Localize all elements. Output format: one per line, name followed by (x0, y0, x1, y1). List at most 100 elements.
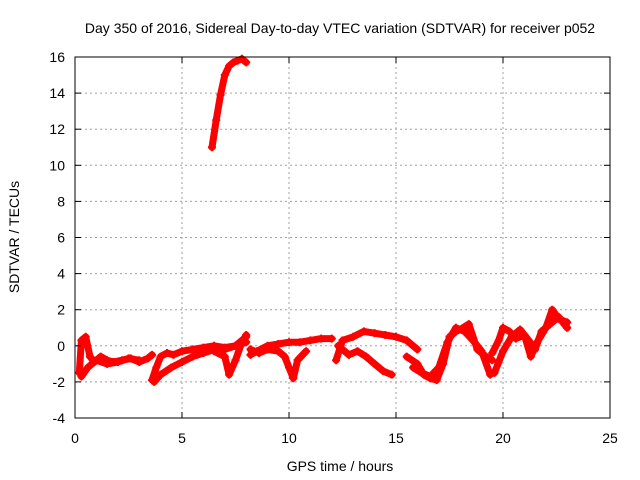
data-point (289, 374, 298, 383)
data-point (464, 320, 473, 329)
data-point (362, 352, 371, 361)
data-point (113, 358, 122, 367)
series-high-arc (208, 55, 250, 151)
data-point (370, 359, 379, 368)
data-point (413, 345, 422, 354)
data-point (263, 345, 272, 354)
data-point (499, 323, 507, 332)
data-point (199, 349, 208, 358)
data-series (75, 54, 572, 386)
data-point (477, 347, 486, 356)
data-point (548, 305, 557, 314)
grid (75, 57, 610, 418)
data-point (387, 370, 396, 379)
x-tick-label: 15 (388, 430, 404, 446)
data-point (188, 352, 197, 361)
y-tick-label: 2 (57, 302, 65, 318)
data-point (103, 359, 112, 368)
data-point (402, 352, 411, 361)
data-point (490, 368, 499, 377)
y-axis-title: SDTVAR / TECUs (6, 181, 22, 293)
axis-ticks: 0 5 10 15 20 25 -4 -2 0 2 4 6 8 10 12 14 16 (49, 49, 618, 446)
data-point (274, 347, 283, 356)
data-point (242, 58, 251, 67)
series-main-band-4 (150, 338, 250, 386)
x-tick-label: 10 (281, 430, 297, 446)
data-point (77, 336, 86, 345)
data-point (156, 352, 165, 361)
data-point (237, 54, 246, 63)
data-point (349, 332, 358, 341)
data-point (293, 356, 302, 365)
data-point (469, 336, 478, 345)
data-point (81, 332, 90, 341)
data-point (381, 330, 390, 339)
x-tick-label: 0 (71, 430, 79, 446)
data-point (332, 356, 341, 365)
series-main-band-12 (490, 313, 571, 377)
data-point (334, 341, 343, 350)
data-point (417, 368, 426, 377)
data-point (285, 363, 293, 372)
data-point (432, 376, 441, 385)
y-tick-label: 14 (49, 85, 65, 101)
data-point (563, 323, 572, 332)
data-point (229, 58, 238, 67)
data-point (92, 356, 101, 365)
data-point (220, 345, 229, 354)
data-point (317, 334, 326, 343)
y-tick-label: 6 (57, 230, 65, 246)
data-point (237, 338, 246, 347)
data-point (306, 336, 315, 345)
y-tick-label: -4 (53, 410, 66, 426)
data-point (526, 352, 535, 361)
data-point (152, 363, 161, 372)
data-point (210, 347, 219, 356)
data-point (426, 372, 435, 381)
x-tick-label: 20 (495, 430, 511, 446)
data-point (451, 323, 460, 332)
data-point (225, 62, 234, 71)
data-point (220, 71, 229, 80)
y-tick-label: 8 (57, 193, 65, 209)
data-point (83, 363, 92, 372)
data-point (460, 327, 469, 336)
y-tick-label: 12 (49, 121, 65, 137)
data-point (409, 363, 418, 372)
y-tick-label: 10 (49, 157, 65, 173)
data-point (327, 334, 336, 343)
data-point (434, 363, 443, 372)
data-point (494, 336, 503, 345)
data-point (359, 327, 368, 336)
y-tick-label: 0 (57, 338, 65, 354)
data-point (77, 372, 86, 381)
data-point (124, 354, 133, 363)
data-point (302, 347, 311, 356)
data-point (285, 338, 293, 347)
data-point (280, 352, 289, 361)
series-main-band-10 (409, 324, 494, 380)
data-point (178, 358, 186, 367)
data-point (488, 356, 497, 365)
data-point (499, 347, 507, 356)
data-point (379, 367, 388, 376)
x-tick-label: 25 (602, 430, 618, 446)
data-point (537, 327, 546, 336)
data-point (188, 345, 197, 354)
y-tick-label: 16 (49, 49, 65, 65)
y-tick-label: 4 (57, 266, 65, 282)
data-point (274, 339, 283, 348)
data-point (255, 349, 264, 358)
data-point (233, 56, 242, 65)
data-point (246, 345, 255, 354)
data-point (156, 370, 165, 379)
data-point (212, 116, 221, 125)
data-point (163, 349, 172, 358)
data-point (150, 377, 159, 386)
data-point (207, 143, 216, 152)
data-point (524, 336, 533, 345)
data-point (220, 352, 229, 361)
y-tick-label: -2 (53, 374, 66, 390)
data-point (443, 338, 452, 347)
